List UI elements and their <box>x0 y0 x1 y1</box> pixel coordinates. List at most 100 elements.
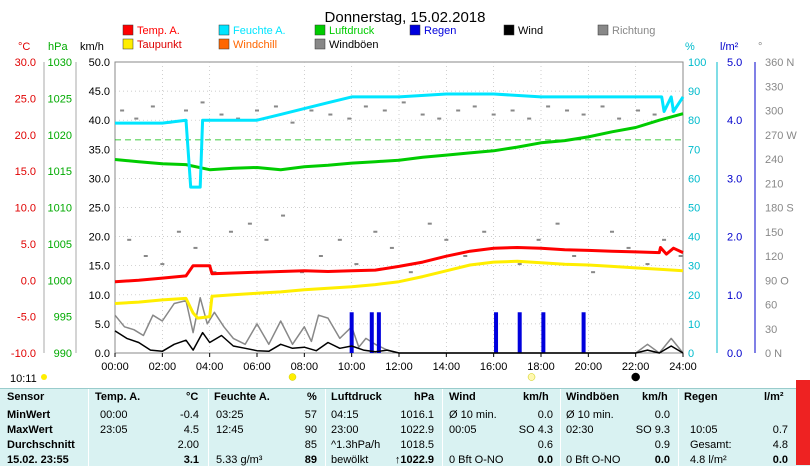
header-temp: Temp. A. <box>95 391 141 403</box>
x-tick-label: 16:00 <box>480 361 508 373</box>
pressure-time: 23:00 <box>331 424 359 436</box>
rain-time: 10:05 <box>690 424 718 436</box>
direction-tick: 300 <box>765 106 783 118</box>
direction-point <box>354 263 359 266</box>
humidity-tick: 100 <box>688 57 706 69</box>
wind-tick: 30.0 <box>89 173 110 185</box>
direction-tick: 360 N <box>765 57 794 69</box>
pressure-tick: 1000 <box>48 275 72 287</box>
header-gust: Windböen <box>566 391 620 403</box>
rain-bar <box>369 312 374 353</box>
humidity-value: 57 <box>304 409 317 421</box>
direction-point <box>337 238 342 241</box>
temp-tick: 10.0 <box>15 203 36 215</box>
rain-tick: 1.0 <box>727 290 742 302</box>
direction-point <box>150 105 155 108</box>
moon-icon <box>631 372 640 382</box>
x-tick-label: 08:00 <box>291 361 319 373</box>
x-tick-label: 14:00 <box>433 361 461 373</box>
wind-time: 00:05 <box>449 424 477 436</box>
direction-point <box>581 113 586 116</box>
legend-swatch <box>122 38 134 50</box>
direction-point <box>463 255 468 257</box>
wind-tick: 45.0 <box>89 86 110 98</box>
humidity-tick: 60 <box>688 173 700 185</box>
header-wind-unit: km/h <box>523 391 549 403</box>
wind-tick: 40.0 <box>89 115 110 127</box>
direction-point <box>420 113 425 116</box>
direction-point <box>491 113 496 116</box>
pressure-tick: 1025 <box>48 93 72 105</box>
direction-point <box>527 117 532 120</box>
temp-value: -0.4 <box>180 409 199 421</box>
legend-label: Windböen <box>329 39 379 51</box>
pressure-tick: 1020 <box>48 130 72 142</box>
humidity-tick: 40 <box>688 232 700 244</box>
legend-swatch <box>314 24 326 36</box>
rain-tick: 2.0 <box>727 232 742 244</box>
direction-point <box>255 109 259 112</box>
luftdruck-line <box>114 112 684 172</box>
direction-point <box>437 117 442 120</box>
legend-swatch <box>503 24 515 36</box>
weather-chart: Donnerstag, 15.02.2018 Temp. A. Feuchte A… <box>10 9 797 385</box>
row-label: 15.02. 23:55 <box>7 454 69 466</box>
axis-units: °C hPa km/h% l/m² ° <box>18 41 762 53</box>
direction-point <box>309 109 314 112</box>
rain-tick: 0.0 <box>727 348 742 360</box>
direction-tick: 60 <box>765 300 777 312</box>
direction-point <box>652 113 657 116</box>
chart-title: Donnerstag, 15.02.2018 <box>325 9 486 26</box>
col-sep <box>208 389 209 466</box>
humidity-time: 5.33 g/m³ <box>216 454 263 466</box>
rain-time: Gesamt: <box>690 439 732 451</box>
gust-value: 0.0 <box>654 454 670 466</box>
col-sep <box>88 389 89 466</box>
chart-marks <box>114 92 685 354</box>
row-label: MinWert <box>7 409 51 421</box>
header-wind: Wind <box>449 391 476 403</box>
x-tick-label: 20:00 <box>575 361 603 373</box>
direction-point <box>482 230 487 233</box>
humidity-tick: 80 <box>688 115 700 127</box>
direction-tick: 150 <box>765 227 783 239</box>
direction-point <box>281 214 286 217</box>
wind-value: 0.0 <box>537 409 553 421</box>
legend-label: Taupunkt <box>137 39 182 51</box>
direction-point <box>610 230 614 233</box>
direction-tick: 90 O <box>765 275 789 287</box>
legend-label: Wind <box>518 25 543 37</box>
header-rain: Regen <box>684 391 718 403</box>
temp-unit: °C <box>18 41 30 53</box>
humidity-unit: % <box>685 41 695 53</box>
header-pressure-unit: hPa <box>414 391 435 403</box>
col-sep <box>560 389 561 466</box>
temp-a-line <box>114 246 684 284</box>
direction-point <box>160 263 165 266</box>
direction-point <box>373 230 378 233</box>
rain-tick: 5.0 <box>727 57 742 69</box>
header-temp-unit: °C <box>186 391 199 403</box>
pressure-unit: hPa <box>48 41 68 53</box>
legend-swatch <box>218 24 230 36</box>
x-axis: 00:00 02:00 04:00 06:00 08:00 10:00 12:00 14:00… <box>101 353 697 382</box>
sunrise-icon <box>288 373 297 381</box>
temp-value: 3.1 <box>183 454 199 466</box>
direction-point <box>472 105 477 108</box>
legend-label: Temp. A. <box>137 25 180 37</box>
humidity-tick: 20 <box>688 290 700 302</box>
direction-point <box>236 117 241 120</box>
direction-point <box>408 271 413 274</box>
rain-bar <box>541 312 546 353</box>
legend-label: Regen <box>424 25 456 37</box>
side-bar <box>796 380 810 465</box>
pressure-tick: 995 <box>54 312 72 324</box>
temp-value: 4.5 <box>183 424 199 436</box>
wind-value: 0.0 <box>537 454 553 466</box>
direction-point <box>617 117 622 120</box>
temp-tick: 5.0 <box>21 239 36 251</box>
wind-tick: 0.0 <box>95 348 110 360</box>
direction-point <box>645 263 650 266</box>
direction-point <box>456 109 461 112</box>
direction-point <box>517 263 522 266</box>
